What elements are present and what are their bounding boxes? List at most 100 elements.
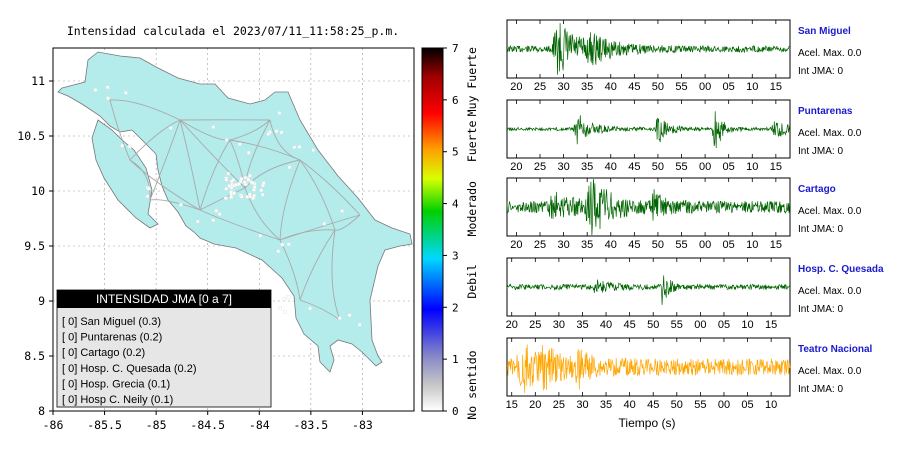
- waveform-tick: 55: [675, 81, 687, 93]
- legend-item: [ 0] Hosp. Grecia (0.1): [62, 378, 170, 390]
- waveform-panels: 20 25 30 35 40 45 50 55 00 05 10 15 San Miguel Acel. …: [506, 19, 884, 411]
- colorbar-tick: 6: [452, 94, 459, 107]
- colorbar-tick: 5: [452, 146, 459, 159]
- waveform-tick: 40: [624, 399, 636, 411]
- colorbar: 0 1 2 3 4 5 6 7 No sentido Debil Moderado Fuerte Mu…: [421, 42, 479, 420]
- waveform-tick: 15: [506, 399, 518, 411]
- waveform-tick: 45: [628, 239, 640, 251]
- waveform-tick: 25: [534, 239, 546, 251]
- waveform-tick: 35: [581, 239, 593, 251]
- colorbar-label: Fuerte: [465, 120, 479, 162]
- station-name: San Miguel: [798, 26, 851, 37]
- waveform-trace: [506, 178, 791, 236]
- legend-title: INTENSIDAD JMA [0 a 7]: [96, 292, 232, 306]
- station-name: Puntarenas: [798, 106, 853, 117]
- waveform-tick: 25: [534, 161, 546, 173]
- waveform-tick: 45: [628, 81, 640, 93]
- waveform-tick: 45: [628, 161, 640, 173]
- map-y-tick: 10.5: [17, 129, 45, 143]
- waveform-tick: 25: [529, 319, 541, 331]
- waveform-tick: 40: [600, 319, 612, 331]
- waveform-tick: 35: [581, 161, 593, 173]
- waveform-tick: 30: [557, 161, 569, 173]
- map-x-tick: -85.5: [87, 418, 122, 432]
- colorbar-label: No sentido: [465, 350, 479, 419]
- map-y-tick: 9.5: [24, 239, 45, 253]
- waveform-tick: 50: [652, 239, 664, 251]
- waveform-tick: 25: [553, 399, 565, 411]
- waveform-tick: 10: [746, 81, 758, 93]
- map-y-tick: 10: [31, 184, 45, 198]
- waveform-tick: 05: [741, 399, 753, 411]
- waveform-trace: [506, 23, 791, 75]
- waveform-tick: 00: [699, 161, 711, 173]
- waveform-tick: 00: [699, 81, 711, 93]
- waveform-tick: 20: [510, 239, 522, 251]
- waveform-tick: 10: [765, 399, 777, 411]
- station-accel: Acel. Max. 0.0: [798, 366, 862, 377]
- waveform-tick: 20: [529, 399, 541, 411]
- legend-item: [ 0] San Miguel (0.3): [62, 316, 161, 328]
- intensity-legend: INTENSIDAD JMA [0 a 7] [ 0] San Miguel (…: [56, 289, 272, 408]
- station-int: Int JMA: 0: [798, 304, 843, 315]
- map-x-axis: -86 -85.5 -85 -84.5 -84 -83.5 -83: [43, 411, 373, 432]
- waveform-tick: 55: [671, 319, 683, 331]
- waveform-tick: 50: [647, 319, 659, 331]
- waveform-tick: 10: [746, 239, 758, 251]
- station-name: Cartago: [798, 184, 836, 195]
- legend-item: [ 0] Hosp C. Neily (0.1): [62, 394, 173, 406]
- waveform-tick: 50: [671, 399, 683, 411]
- station-accel: Acel. Max. 0.0: [798, 128, 862, 139]
- waveform-tick: 50: [652, 161, 664, 173]
- waveform-tick: 35: [576, 319, 588, 331]
- nicoya-peninsula: [91, 119, 159, 229]
- map-x-tick: -84: [249, 418, 270, 432]
- map-title: Intensidad calculada el 2023/07/11_11:58…: [67, 24, 399, 38]
- waveform-tick: 40: [605, 239, 617, 251]
- waveform-trace: [506, 344, 791, 394]
- waveform-panel: 20 25 30 35 40 45 50 55 00 05 10 15 Hosp. C. Quesada…: [506, 257, 884, 331]
- colorbar-tick: 1: [452, 353, 459, 366]
- colorbar-label: Debil: [465, 264, 479, 299]
- waveform-panel: 15 20 25 30 35 40 45 50 55 00 05 10 Teatro Nacional A…: [506, 337, 872, 411]
- waveform-tick: 45: [647, 399, 659, 411]
- waveform-tick: 05: [723, 239, 735, 251]
- colorbar-scale: [421, 47, 444, 412]
- legend-item: [ 0] Puntarenas (0.2): [62, 332, 162, 344]
- waveform-tick: 05: [723, 161, 735, 173]
- waveform-tick: 55: [675, 161, 687, 173]
- waveform-tick: 00: [699, 239, 711, 251]
- colorbar-ticks: 0 1 2 3 4 5 6 7: [443, 42, 459, 418]
- map-x-tick: -83.5: [294, 418, 329, 432]
- colorbar-tick: 3: [452, 249, 459, 262]
- waveform-trace: [506, 111, 791, 149]
- waveform-tick: 10: [741, 319, 753, 331]
- waveform-tick: 10: [746, 161, 758, 173]
- waveform-panel: 20 25 30 35 40 45 50 55 00 05 10 15 San Miguel Acel. …: [506, 19, 862, 93]
- waveform-tick: 15: [765, 319, 777, 331]
- waveform-tick: 30: [557, 81, 569, 93]
- colorbar-tick: 2: [452, 301, 459, 314]
- waveform-tick: 05: [718, 319, 730, 331]
- waveform-tick: 20: [510, 81, 522, 93]
- colorbar-tick: 0: [452, 405, 459, 418]
- station-accel: Acel. Max. 0.0: [798, 48, 862, 59]
- waveform-tick: 40: [605, 161, 617, 173]
- waveform-tick: 20: [510, 161, 522, 173]
- waveform-tick: 25: [534, 81, 546, 93]
- waveform-tick: 50: [652, 81, 664, 93]
- waveform-tick: 05: [723, 81, 735, 93]
- map-y-tick: 8.5: [24, 349, 45, 363]
- waveform-panel: 20 25 30 35 40 45 50 55 00 05 10 15 Cartago Acel. Max…: [506, 177, 862, 251]
- map-y-axis: 11 10.5 10 9.5 9 8.5 8: [17, 74, 53, 418]
- station-accel: Acel. Max. 0.0: [798, 206, 862, 217]
- legend-item: [ 0] Hosp. C. Quesada (0.2): [62, 363, 197, 375]
- station-accel: Acel. Max. 0.0: [798, 286, 862, 297]
- colorbar-label: Moderado: [465, 181, 479, 236]
- waveform-tick: 15: [770, 239, 782, 251]
- station-name: Teatro Nacional: [798, 344, 872, 355]
- map-x-tick: -83: [352, 418, 373, 432]
- waveform-trace: [506, 275, 791, 305]
- station-int: Int JMA: 0: [798, 66, 843, 77]
